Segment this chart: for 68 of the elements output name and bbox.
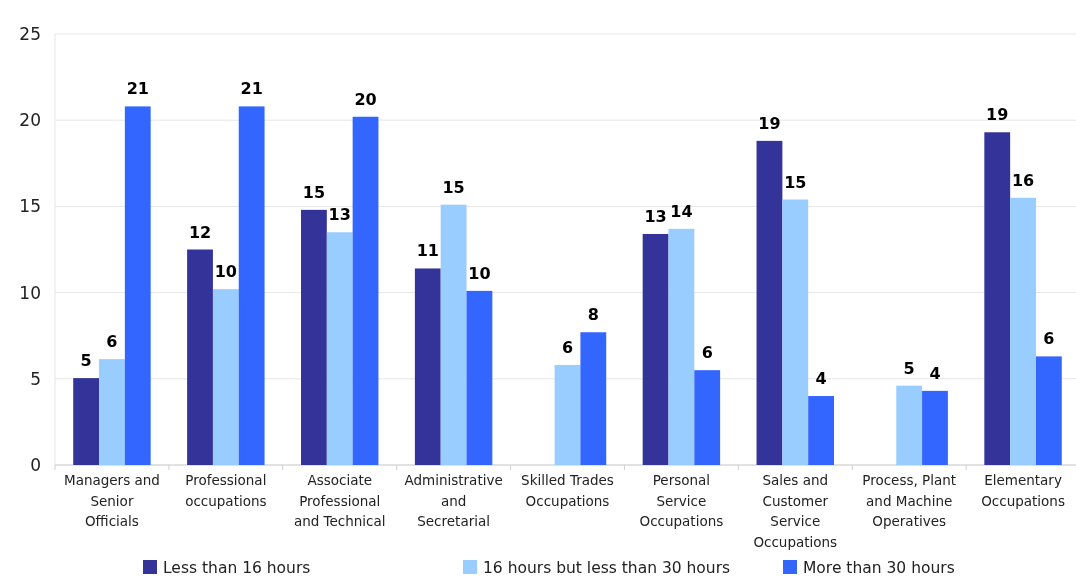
data-label: 6 xyxy=(561,338,574,358)
data-label: 15 xyxy=(442,177,465,197)
data-label: 12 xyxy=(188,222,212,242)
data-label: 19 xyxy=(986,105,1009,125)
data-label: 21 xyxy=(126,79,149,99)
y-tick-label: 25 xyxy=(19,23,41,44)
y-tick-label: 0 xyxy=(30,454,41,475)
bar xyxy=(73,378,100,465)
x-tick-label: Skilled Trades Occupations xyxy=(521,472,614,509)
bar xyxy=(808,396,834,465)
data-label: 8 xyxy=(587,305,599,325)
data-label: 19 xyxy=(758,113,781,133)
y-tick-label: 20 xyxy=(19,110,41,131)
y-tick-label: 5 xyxy=(30,368,41,389)
data-label: 20 xyxy=(354,89,377,109)
data-label: 4 xyxy=(929,363,941,383)
bar xyxy=(642,233,669,465)
data-label: 11 xyxy=(416,241,439,261)
bar xyxy=(326,232,353,465)
bar xyxy=(984,132,1011,465)
data-label: 5 xyxy=(80,351,92,371)
data-label: 16 xyxy=(1011,170,1035,190)
bar xyxy=(896,385,923,465)
data-label: 21 xyxy=(240,79,263,99)
bar xyxy=(922,390,948,465)
bar xyxy=(668,228,695,465)
bar xyxy=(1035,356,1062,465)
legend-label: Less than 16 hours xyxy=(163,559,311,577)
bar xyxy=(440,204,467,465)
x-tick-label: Managers and Senior Officials xyxy=(63,472,160,529)
legend-label: 16 hours but less than 30 hours xyxy=(483,559,731,577)
bar xyxy=(301,209,327,465)
bar xyxy=(187,249,213,465)
x-tick-label: Elementary Occupations xyxy=(981,472,1065,509)
data-label: 4 xyxy=(815,369,827,389)
data-label: 5 xyxy=(903,358,915,378)
bar xyxy=(782,199,809,465)
data-label: 10 xyxy=(214,262,237,282)
bar xyxy=(466,290,493,465)
bar xyxy=(414,268,441,465)
x-tick-label: Associate Professional and Technical xyxy=(293,472,386,529)
data-label: 14 xyxy=(670,201,693,221)
data-label: 6 xyxy=(701,343,713,363)
x-tick-label: Personal Service Occupations xyxy=(639,472,724,529)
bar xyxy=(238,106,265,465)
data-label: 6 xyxy=(106,332,118,352)
x-tick-label: Professional occupations xyxy=(185,472,267,509)
bar xyxy=(554,365,581,465)
bar xyxy=(694,370,721,465)
y-tick-label: 15 xyxy=(19,196,41,217)
data-label: 10 xyxy=(468,263,491,283)
data-label: 13 xyxy=(644,206,667,226)
data-label: 6 xyxy=(1043,329,1055,349)
bar xyxy=(99,359,125,465)
x-tick-label: Administrative and Secretarial xyxy=(404,472,503,529)
bar xyxy=(580,332,607,465)
bar xyxy=(212,289,239,465)
data-label: 15 xyxy=(784,172,807,192)
bar xyxy=(124,106,151,465)
bar xyxy=(352,116,379,465)
data-label: 15 xyxy=(302,182,326,202)
bar xyxy=(756,140,783,465)
x-tick-label: Process, Plant and Machine Operatives xyxy=(862,472,957,529)
x-tick-label: Sales and Customer Service Occupations xyxy=(753,472,838,550)
data-label: 13 xyxy=(328,205,351,225)
y-tick-label: 10 xyxy=(19,282,41,303)
bar xyxy=(1010,197,1036,465)
legend-label: More than 30 hours xyxy=(803,559,955,577)
